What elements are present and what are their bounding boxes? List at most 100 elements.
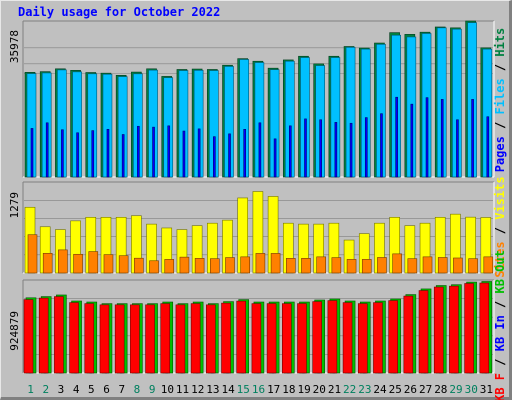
bar-pages-day-9 bbox=[152, 126, 155, 178]
x-tick-label-day-16: 16 bbox=[252, 383, 265, 396]
x-tick-label-day-31: 31 bbox=[480, 383, 493, 396]
bar-sites-day-4 bbox=[73, 253, 83, 274]
x-tick-label-day-7: 7 bbox=[118, 383, 125, 396]
bar-pages-day-31 bbox=[486, 116, 490, 178]
bar-sites-day-13 bbox=[210, 258, 220, 274]
bar-sites-day-17 bbox=[270, 253, 281, 274]
x-tick-label-day-26: 26 bbox=[404, 383, 417, 396]
bar-pages-day-22 bbox=[349, 122, 353, 178]
bar-sites-day-7 bbox=[118, 255, 129, 274]
bar-sites-day-8 bbox=[134, 257, 144, 274]
bar-sites-day-22 bbox=[346, 259, 357, 274]
bar-sites-day-26 bbox=[407, 258, 418, 274]
bar-pages-day-23 bbox=[364, 117, 368, 178]
x-tick-label-day-25: 25 bbox=[389, 383, 402, 396]
x-tick-label-day-8: 8 bbox=[134, 383, 141, 396]
bar-sites-day-23 bbox=[361, 259, 372, 274]
legend-entry-kb-out: KB Out bbox=[493, 250, 507, 293]
legend-entry-kb-in: KB In bbox=[493, 315, 507, 351]
bar-kb-f-day-30 bbox=[464, 283, 474, 374]
bar-pages-day-8 bbox=[137, 125, 140, 178]
bar-pages-day-5 bbox=[91, 130, 95, 178]
bar-pages-day-21 bbox=[334, 122, 338, 178]
bar-kb-f-day-7 bbox=[114, 304, 125, 374]
bar-pages-day-4 bbox=[76, 132, 79, 178]
legend-entry-sites: Sites bbox=[493, 241, 507, 277]
bar-pages-day-1 bbox=[30, 128, 34, 178]
bar-pages-day-14 bbox=[228, 133, 231, 178]
x-tick-label-day-12: 12 bbox=[191, 383, 204, 396]
bar-pages-day-2 bbox=[45, 122, 49, 178]
bar-kb-f-day-28 bbox=[433, 286, 444, 374]
legend-separator: / bbox=[493, 220, 507, 242]
bar-kb-f-day-19 bbox=[297, 303, 307, 374]
bar-kb-f-day-4 bbox=[69, 302, 79, 374]
x-tick-label-day-3: 3 bbox=[58, 383, 65, 396]
legend-separator: / bbox=[493, 57, 507, 79]
bar-pages-day-13 bbox=[213, 136, 216, 178]
bar-pages-day-20 bbox=[319, 119, 322, 178]
x-tick-label-day-4: 4 bbox=[73, 383, 80, 396]
x-tick-label-day-15: 15 bbox=[237, 383, 250, 396]
bar-kb-f-day-18 bbox=[281, 303, 292, 374]
bar-sites-day-2 bbox=[42, 252, 53, 274]
bar-pages-day-12 bbox=[197, 128, 201, 178]
x-tick-label-day-1: 1 bbox=[27, 383, 34, 396]
bar-sites-day-14 bbox=[225, 257, 235, 274]
x-tick-label-day-20: 20 bbox=[313, 383, 326, 396]
bar-pages-day-11 bbox=[182, 130, 186, 178]
bar-pages-day-19 bbox=[304, 118, 307, 178]
legend-entry-files: Files bbox=[493, 78, 507, 114]
bar-pages-day-15 bbox=[243, 129, 247, 178]
bar-sites-day-28 bbox=[437, 257, 448, 274]
bar-pages-day-6 bbox=[106, 129, 110, 178]
bar-sites-day-11 bbox=[179, 256, 190, 274]
bar-kb-f-day-10 bbox=[160, 303, 171, 374]
x-tick-label-day-29: 29 bbox=[449, 383, 462, 396]
bar-pages-day-7 bbox=[121, 134, 125, 178]
bar-pages-day-18 bbox=[288, 125, 292, 178]
bar-sites-day-27 bbox=[422, 256, 433, 274]
x-tick-label-day-6: 6 bbox=[103, 383, 110, 396]
bar-kb-f-day-11 bbox=[175, 304, 186, 374]
bar-kb-f-day-3 bbox=[54, 296, 64, 374]
bar-sites-day-20 bbox=[316, 256, 326, 274]
x-tick-label-day-30: 30 bbox=[465, 383, 478, 396]
legend-entry-visits: Visits bbox=[493, 176, 507, 219]
legend: Pages / Files / Hits bbox=[493, 28, 507, 173]
x-tick-label-day-17: 17 bbox=[267, 383, 280, 396]
x-tick-label-day-18: 18 bbox=[282, 383, 295, 396]
bar-sites-day-24 bbox=[377, 257, 387, 274]
y-axis-max-label: 1279 bbox=[8, 192, 21, 219]
bar-pages-day-24 bbox=[380, 113, 383, 178]
bar-kb-f-day-21 bbox=[327, 300, 338, 374]
chart-title: Daily usage for October 2022 bbox=[18, 5, 221, 19]
bar-sites-day-25 bbox=[392, 253, 402, 274]
bar-pages-day-16 bbox=[258, 122, 262, 178]
bar-kb-f-day-1 bbox=[23, 299, 34, 374]
bar-pages-day-17 bbox=[273, 138, 277, 178]
y-axis-max-label: 924879 bbox=[8, 311, 21, 351]
bar-kb-f-day-8 bbox=[130, 304, 140, 374]
x-tick-label-day-27: 27 bbox=[419, 383, 432, 396]
bar-kb-f-day-22 bbox=[342, 302, 353, 374]
bar-kb-f-day-17 bbox=[266, 303, 277, 374]
bar-sites-day-31 bbox=[483, 256, 494, 274]
bar-sites-day-9 bbox=[149, 260, 159, 274]
x-tick-label-day-21: 21 bbox=[328, 383, 341, 396]
bar-sites-day-1 bbox=[27, 234, 38, 274]
bar-pages-day-25 bbox=[395, 96, 398, 178]
bar-sites-day-12 bbox=[194, 258, 205, 274]
bar-kb-f-day-29 bbox=[449, 285, 459, 374]
bar-sites-day-29 bbox=[453, 257, 463, 274]
x-tick-label-day-2: 2 bbox=[42, 383, 49, 396]
bar-pages-day-30 bbox=[471, 99, 474, 178]
bar-sites-day-16 bbox=[255, 253, 266, 274]
y-axis-max-label: 35978 bbox=[8, 30, 21, 63]
legend-entry-kb-f: KB F bbox=[493, 373, 507, 400]
bar-pages-day-29 bbox=[456, 119, 459, 178]
bar-pages-day-26 bbox=[410, 103, 414, 178]
x-tick-label-day-28: 28 bbox=[434, 383, 447, 396]
bar-kb-f-day-14 bbox=[221, 302, 231, 374]
x-tick-label-day-22: 22 bbox=[343, 383, 356, 396]
